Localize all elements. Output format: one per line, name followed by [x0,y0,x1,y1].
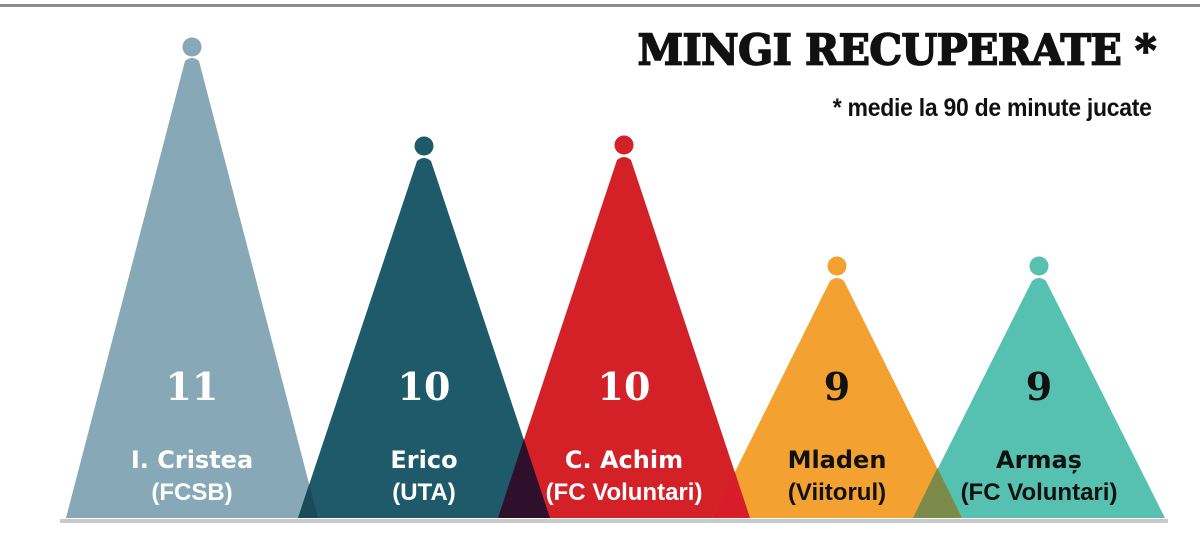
triangle-bar-2 [498,157,750,518]
triangle-bar-1 [298,158,550,518]
club-name: (FC Voluntari) [961,479,1118,506]
club-name: (Viitorul) [788,479,886,506]
triangle-bar-3 [712,278,962,518]
overlap-region [712,471,750,518]
apex-dot-icon [614,135,634,155]
player-name: Erico [390,446,457,474]
triangle-bars [66,58,1165,518]
club-name: (FCSB) [151,479,232,506]
apex-dot-icon [414,136,434,156]
club-name: (UTA) [392,479,456,506]
chart-baseline [60,519,1168,523]
bar-value: 10 [398,364,451,409]
player-name: I. Cristea [131,446,253,474]
overlap-region [298,484,318,518]
bar-value: 9 [824,364,850,409]
triangle-overlaps [298,439,962,518]
player-name: Armaș [996,446,1082,474]
triangle-bar-0 [66,58,318,518]
bar-value: 10 [598,364,651,409]
chart-subtitle: * medie la 90 de minute jucate [833,94,1152,122]
apex-dot-icon [182,37,202,57]
overlap-region [498,439,550,518]
bar-value: 11 [166,364,219,409]
chart-title: MINGI RECUPERATE * [637,25,1158,75]
top-rule [0,4,1200,7]
overlap-region [913,468,962,518]
apex-dot-icon [1029,256,1049,276]
bar-value: 9 [1026,364,1052,409]
apex-dots [182,37,1049,276]
club-name: (FC Voluntari) [546,479,703,506]
player-name: Mladen [788,446,887,474]
player-name: C. Achim [565,446,683,474]
triangle-bar-4 [913,278,1165,518]
bar-labels: 11 I. Cristea (FCSB) 10 Erico (UTA) 10 C. Achim… [131,364,1118,506]
apex-dot-icon [827,256,847,276]
